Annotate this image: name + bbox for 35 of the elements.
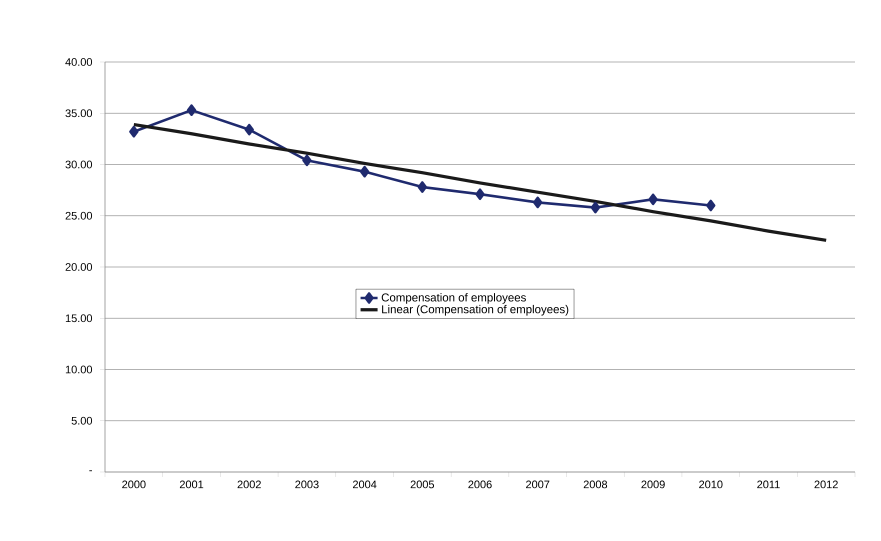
y-tick-label: 10.00	[66, 366, 92, 374]
legend-label: Linear (Compensation of employees)	[382, 304, 568, 316]
x-tick-label: 2003	[295, 480, 319, 488]
x-tick-label: 2006	[468, 480, 492, 488]
point	[706, 200, 716, 212]
point	[418, 181, 427, 193]
x-tick-label: 2002	[238, 480, 261, 488]
x-tick-label: 2009	[641, 480, 665, 488]
point	[648, 194, 658, 206]
point	[533, 196, 542, 208]
x-tick-label: 2012	[814, 480, 838, 488]
y-tick-label: 25.00	[66, 212, 92, 220]
y-tick-label: 40.00	[65, 58, 92, 66]
point	[186, 104, 196, 116]
y-tick-label: 5.00	[72, 416, 92, 425]
y-tick-label: 15.00	[66, 314, 92, 322]
x-tick-label: 2011	[757, 480, 780, 488]
x-tick-label: 2008	[584, 480, 608, 488]
y-tick-label: 30.00	[65, 160, 92, 168]
x-tick-label: 2005	[410, 480, 434, 488]
point	[244, 124, 254, 136]
point	[475, 188, 485, 200]
point	[360, 166, 370, 178]
x-tick-label: 2007	[526, 480, 550, 488]
point	[302, 154, 312, 166]
y-tick-label: 20.00	[66, 263, 92, 271]
y-tick-label: -	[89, 470, 92, 472]
point	[129, 126, 139, 138]
point	[590, 202, 600, 214]
x-tick-label: 2001	[180, 480, 204, 488]
legend-label: Compensation of employees	[382, 293, 526, 304]
x-tick-label: 2004	[352, 480, 376, 488]
x-tick-label: 2010	[699, 480, 723, 488]
x-tick-label: 2000	[122, 480, 146, 488]
y-tick-label: 35.00	[65, 109, 92, 118]
